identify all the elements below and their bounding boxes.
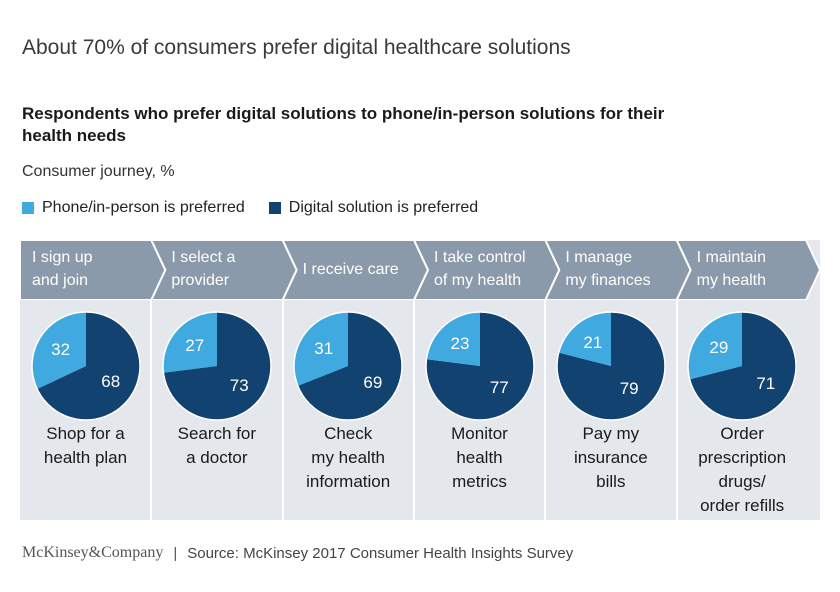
stage-chevron bbox=[281, 240, 430, 300]
stage-label-line: I sign up bbox=[32, 249, 93, 266]
stage-label-line: and join bbox=[32, 272, 89, 289]
journey-item-line: Check bbox=[324, 424, 373, 443]
journey-item-line: metrics bbox=[452, 472, 507, 491]
stage-chevron bbox=[544, 240, 692, 300]
pie-value-phone: 27 bbox=[185, 336, 205, 356]
journey-item-line: a doctor bbox=[186, 448, 248, 467]
legend-swatch-digital bbox=[268, 202, 281, 214]
journey-item-label: Pay my insurance bills bbox=[545, 422, 676, 494]
pie-slice-digital bbox=[690, 312, 797, 420]
legend-swatch-phone bbox=[22, 202, 34, 214]
stage-chevron bbox=[412, 240, 561, 300]
stage-label-line: I maintain bbox=[696, 249, 767, 266]
legend-label-digital: Digital solution is preferred bbox=[288, 199, 479, 216]
pie-outline bbox=[556, 311, 666, 421]
footer: McKinsey&Company | Source: McKinsey 2017… bbox=[22, 544, 573, 562]
pie-chart bbox=[293, 311, 404, 421]
journey-item-line: prescription bbox=[698, 448, 787, 467]
pie-value-digital: 68 bbox=[101, 371, 121, 391]
journey-item-line: my health bbox=[311, 448, 385, 467]
pie-slice-phone bbox=[162, 312, 217, 373]
stage-label: I receive care bbox=[303, 258, 421, 281]
pie-value-phone: 21 bbox=[583, 332, 603, 352]
column-divider bbox=[675, 300, 678, 520]
stage-label-line: I receive care bbox=[302, 261, 399, 278]
column-divider bbox=[150, 300, 153, 520]
stage-chevron bbox=[675, 240, 820, 300]
stage-label-line: I select a bbox=[171, 249, 236, 266]
pie-chart bbox=[424, 311, 535, 421]
stage-label: I take control of my health bbox=[434, 246, 552, 292]
pie-outline bbox=[30, 311, 141, 421]
chart-subtitle: Respondents who prefer digital solutions… bbox=[22, 104, 665, 145]
journey-item-label: Monitor health metrics bbox=[414, 422, 545, 494]
journey-item-label: Order prescription drugs/order refills bbox=[677, 422, 808, 518]
journey-arrow bbox=[20, 240, 820, 300]
unit-label: Consumer journey, % bbox=[22, 163, 175, 180]
journey-item-line: Search for bbox=[177, 424, 257, 443]
pie-outline bbox=[162, 311, 272, 421]
journey-item-label: Shop for a health plan bbox=[20, 422, 151, 470]
column-divider bbox=[281, 300, 284, 520]
brand-logo: McKinsey&Company bbox=[22, 544, 164, 561]
pie-chart bbox=[162, 311, 272, 421]
journey-item-line: health plan bbox=[43, 448, 128, 467]
pie-slice-phone bbox=[426, 312, 480, 366]
pie-outline bbox=[293, 311, 404, 421]
journey-item-line: drugs/ bbox=[718, 472, 766, 491]
journey-item-line: Monitor bbox=[451, 424, 508, 443]
pie-value-digital: 77 bbox=[489, 378, 509, 398]
journey-item-line: insurance bbox=[573, 448, 648, 467]
page-title: About 70% of consumers prefer digital he… bbox=[22, 36, 571, 59]
pie-chart bbox=[556, 311, 666, 421]
journey-item-label: Check my health information bbox=[283, 422, 414, 494]
journey-item-line: Pay my bbox=[582, 424, 640, 443]
stage-label: I maintain my health bbox=[697, 246, 815, 292]
journey-item-line: Shop for a bbox=[46, 424, 125, 443]
pie-slice-digital bbox=[298, 312, 403, 420]
pie-value-phone: 31 bbox=[314, 339, 334, 359]
pie-value-digital: 73 bbox=[229, 375, 249, 395]
stage-label: I select a provider bbox=[171, 246, 289, 292]
footer-separator: | bbox=[173, 544, 178, 562]
stage-label-line: I manage bbox=[565, 249, 633, 266]
pie-slice-digital bbox=[36, 312, 140, 420]
legend-item-digital: Digital solution is preferred bbox=[268, 199, 479, 217]
column-divider bbox=[544, 300, 547, 520]
source-note: Source: McKinsey 2017 Consumer Health In… bbox=[187, 544, 574, 562]
stage-label-line: my health bbox=[696, 272, 767, 289]
pie-slice-phone bbox=[558, 312, 611, 366]
pie-value-digital: 69 bbox=[363, 372, 383, 392]
pie-slice-phone bbox=[688, 312, 743, 380]
pie-chart bbox=[30, 311, 141, 421]
journey-item-line: information bbox=[306, 472, 391, 491]
column-divider bbox=[412, 300, 415, 520]
stage-label-line: my finances bbox=[565, 272, 651, 289]
stage-label-line: of my health bbox=[433, 272, 522, 289]
stage-label-line: I take control bbox=[433, 249, 526, 266]
legend-item-phone: Phone/in-person is preferred bbox=[22, 199, 245, 217]
journey-item-line: Order bbox=[720, 424, 764, 443]
journey-item-line: order refills bbox=[700, 496, 785, 515]
journey-item-line: health bbox=[456, 448, 503, 467]
pie-outline bbox=[687, 311, 798, 421]
pie-value-digital: 79 bbox=[619, 379, 639, 399]
pie-chart bbox=[687, 311, 798, 421]
pie-value-phone: 29 bbox=[709, 337, 729, 357]
stage-label-line: provider bbox=[171, 272, 230, 289]
legend-label-phone: Phone/in-person is preferred bbox=[42, 199, 245, 216]
journey-item-line: bills bbox=[596, 472, 626, 491]
pie-value-phone: 32 bbox=[51, 340, 71, 360]
stage-label: I manage my finances bbox=[565, 246, 683, 292]
pie-slice-digital bbox=[163, 312, 271, 420]
pie-value-digital: 71 bbox=[756, 374, 776, 394]
stage-label: I sign up and join bbox=[32, 246, 150, 292]
pie-value-phone: 23 bbox=[450, 333, 470, 353]
stage-chevron bbox=[150, 240, 298, 300]
legend: Phone/in-person is preferred Digital sol… bbox=[22, 199, 502, 217]
pie-outline bbox=[424, 311, 535, 421]
journey-item-label: Search for a doctor bbox=[151, 422, 282, 470]
